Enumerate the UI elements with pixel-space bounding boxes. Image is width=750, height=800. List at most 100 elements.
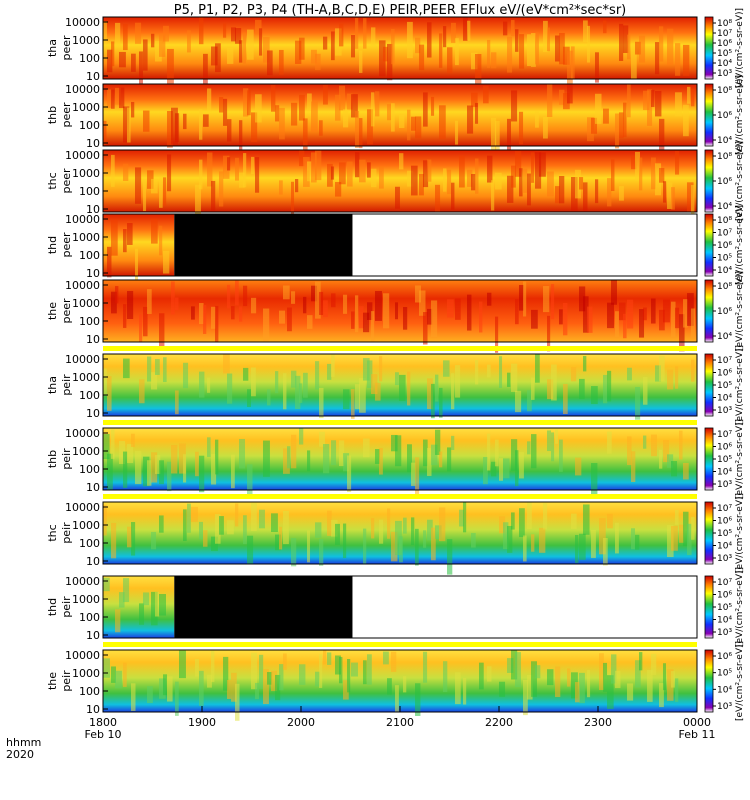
spectrogram-stripe	[255, 94, 262, 123]
spectrogram-stripe	[523, 679, 528, 716]
colorbar-tick-label: 10⁴	[717, 59, 732, 69]
colorbar-unit-label: [eV/(cm²-s-sr-eV)]	[735, 271, 745, 351]
colorbar-tick-label: 10⁵	[717, 455, 732, 465]
spectrogram-stripe	[535, 354, 540, 383]
spectrogram-stripe	[239, 306, 243, 322]
spectrogram-stripe	[135, 248, 139, 285]
spectrogram-stripe	[319, 654, 323, 688]
colorbar-tick-label: 10³	[717, 554, 732, 564]
spectrogram-stripe	[339, 162, 346, 185]
spectrogram-stripe	[179, 650, 186, 679]
spectrogram-stripe	[147, 289, 152, 314]
no-data-black	[174, 214, 353, 276]
spectrogram-stripe	[427, 22, 432, 58]
spectrogram-stripe	[231, 454, 235, 489]
colorbar	[704, 213, 714, 277]
spectrogram-stripe	[423, 160, 429, 188]
spectrogram-stripe	[663, 299, 670, 323]
spectrogram-stripe	[131, 433, 135, 448]
spectrogram-stripe	[531, 377, 535, 400]
spectrogram-stripe	[519, 34, 525, 69]
spectrogram-stripe	[403, 306, 408, 330]
spectrogram-stripe	[435, 184, 441, 212]
spectrogram-stripe	[519, 168, 523, 197]
spectrogram-stripe	[103, 120, 107, 145]
y-tick-label: 10	[86, 629, 100, 642]
spectrogram-stripe	[659, 167, 665, 183]
spectrogram-stripe	[563, 383, 568, 415]
spectrogram-stripe	[671, 187, 675, 210]
spectrogram-stripe	[667, 369, 674, 390]
spectrogram-stripe	[527, 173, 531, 206]
spectrogram-stripe	[251, 112, 258, 142]
spectrogram-stripe	[611, 654, 617, 684]
spectrogram-stripe	[499, 681, 506, 697]
spectrogram-stripe	[547, 669, 554, 686]
spectrogram-stripe	[563, 46, 570, 65]
spectrogram-stripe	[591, 386, 598, 405]
y-tick-label: 10	[86, 407, 100, 420]
spectrogram-stripe	[219, 516, 224, 535]
spectrogram-stripe	[107, 376, 112, 411]
colorbar-tick-label: 10⁵	[717, 603, 732, 613]
spectrogram-stripe	[191, 306, 195, 320]
y-tick-label: 10	[86, 137, 100, 150]
y-tick-label: 100	[79, 185, 100, 198]
spectrogram-stripe	[563, 302, 568, 336]
spectrogram-stripe	[579, 533, 586, 560]
spectrogram-stripe	[475, 102, 479, 124]
no-data-white	[352, 576, 697, 638]
spectrogram-stripe	[495, 172, 502, 190]
spectrogram-stripe	[543, 20, 548, 53]
spectrogram-stripe	[123, 106, 130, 143]
spectrogram-stripe	[363, 18, 367, 49]
spectrogram-stripe	[255, 157, 260, 193]
spectrogram-stripe	[683, 511, 689, 547]
spectrogram-stripe	[659, 683, 664, 708]
spectrogram-stripe	[555, 186, 560, 204]
spectrogram-stripe	[319, 539, 324, 566]
spectrogram-stripe	[587, 25, 591, 63]
colorbar-tick-label: 10³	[717, 702, 732, 712]
spectrogram-stripe	[219, 171, 224, 207]
spectrogram-stripe	[571, 513, 577, 529]
spectrogram-stripe	[547, 315, 551, 352]
spectrogram-stripe	[515, 390, 522, 413]
spectrogram-stripe	[515, 450, 519, 487]
panel-frame	[102, 501, 698, 565]
spectrogram-stripe	[231, 27, 236, 42]
spectrogram-stripe	[679, 314, 685, 352]
spectrogram-stripe	[363, 528, 367, 565]
spectrogram-stripe	[391, 103, 395, 132]
spectrogram-stripe	[211, 650, 215, 682]
spectrogram-stripe	[259, 28, 263, 56]
spectrogram-stripe	[351, 94, 358, 118]
spectrogram-stripe	[659, 26, 664, 62]
spectrogram-stripe	[507, 525, 513, 553]
spectrogram-stripe	[407, 371, 411, 406]
x-tick-label: 2000	[287, 716, 315, 729]
spectrogram-stripe	[659, 449, 663, 469]
spectrogram-stripe	[283, 510, 289, 545]
y-tick-label: 100	[79, 389, 100, 402]
spectrogram-stripe	[627, 34, 631, 60]
y-label-species: peir	[60, 374, 73, 396]
y-tick-label: 1000	[72, 593, 100, 606]
spectrogram-stripe	[567, 50, 573, 85]
spectrogram-stripe	[279, 526, 283, 550]
spectrogram-stripe	[367, 302, 373, 320]
spectrogram-stripe	[535, 111, 539, 128]
spectrogram-stripe	[335, 655, 341, 675]
spectrogram-stripe	[199, 521, 203, 540]
spectrogram-stripe	[431, 383, 435, 419]
y-tick-label: 100	[79, 52, 100, 65]
spectrogram-stripe	[367, 654, 372, 685]
spectrogram-stripe	[471, 52, 478, 70]
spectrogram-stripe	[139, 603, 145, 625]
spectrogram-stripe	[111, 522, 117, 559]
spectrogram-stripe	[143, 39, 148, 71]
spectrogram-stripe	[131, 101, 135, 118]
spectrogram-stripe	[211, 536, 218, 552]
spectrogram-stripe	[147, 686, 153, 704]
spectrogram-stripe	[515, 652, 521, 688]
